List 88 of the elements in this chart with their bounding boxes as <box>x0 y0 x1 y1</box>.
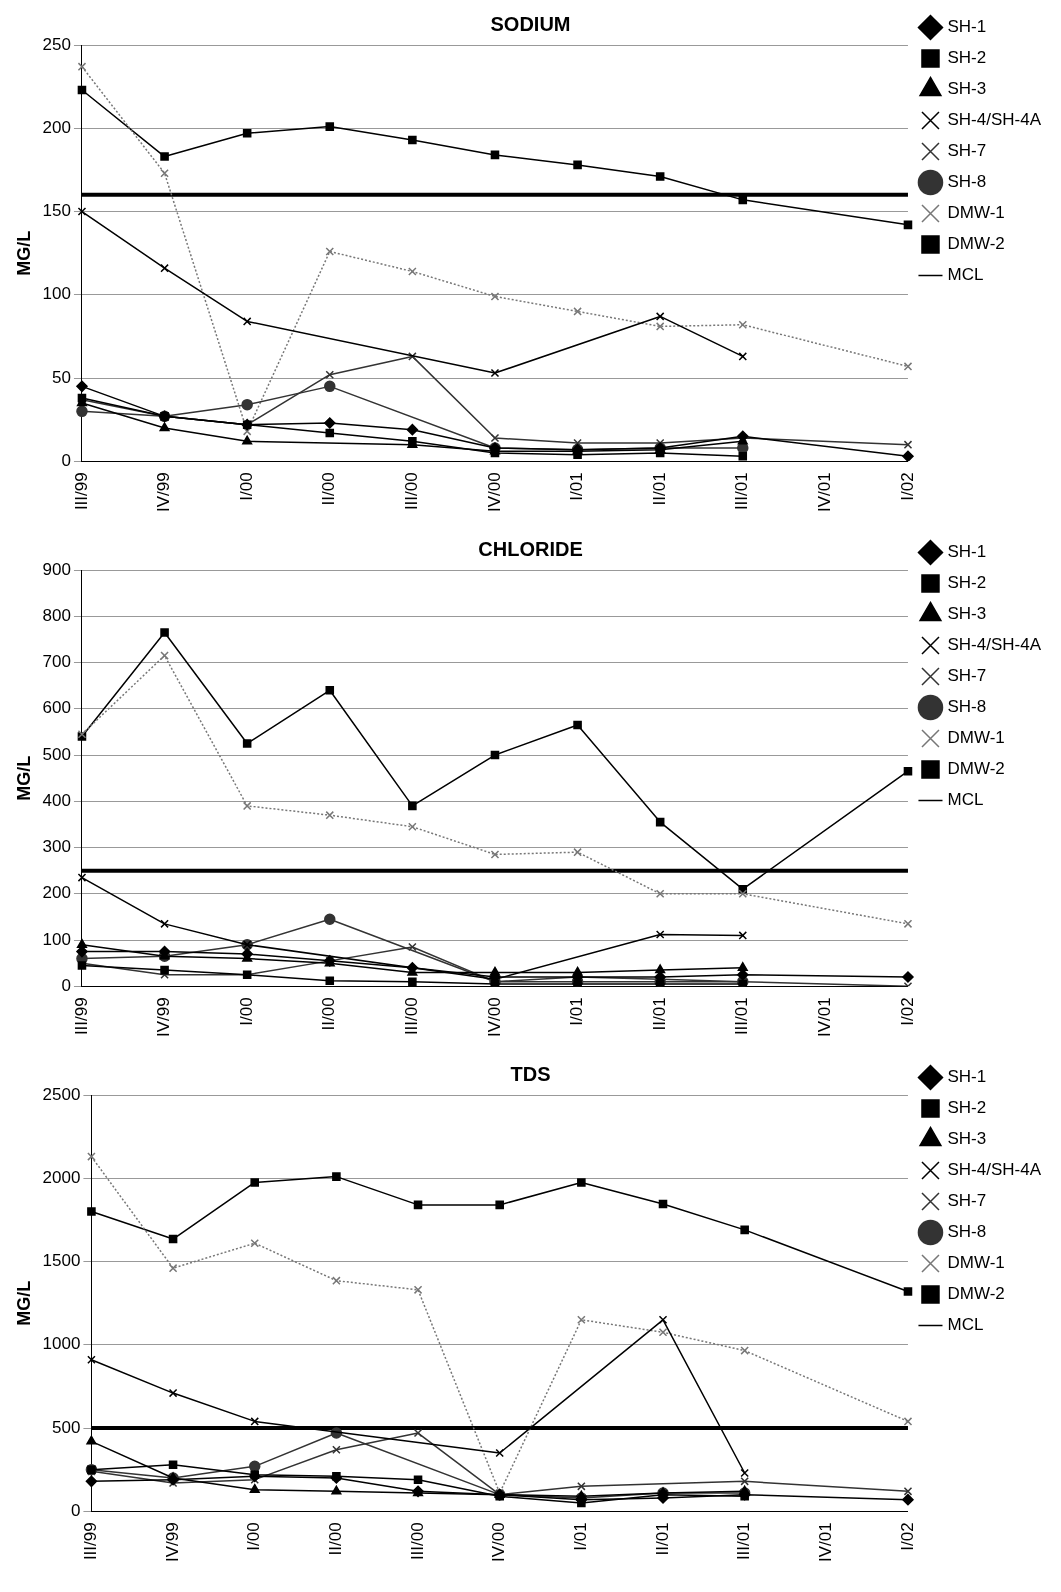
x-tick-label: I/00 <box>236 997 256 1026</box>
x-tick-label: I/02 <box>897 1522 917 1551</box>
legend-label: DMW-1 <box>947 728 1005 748</box>
y-tick-label: 0 <box>70 1500 81 1520</box>
legend-label: DMW-2 <box>947 1284 1005 1304</box>
legend-label: SH-7 <box>947 666 987 686</box>
y-tick-label: 800 <box>42 605 71 625</box>
legend-label: SH-1 <box>947 17 987 37</box>
legend-label: DMW-1 <box>947 1253 1005 1273</box>
legend-label: SH-4/SH-4A <box>947 110 1042 130</box>
legend-label: MCL <box>947 265 984 285</box>
legend-label: SH-2 <box>947 573 987 593</box>
x-tick-label: IV/01 <box>816 1522 836 1563</box>
x-tick-label: I/01 <box>567 472 587 501</box>
y-tick-label: 500 <box>42 744 71 764</box>
legend-label: SH-2 <box>947 1098 987 1118</box>
legend-label: SH-7 <box>947 1191 987 1211</box>
y-tick-label: 0 <box>61 450 71 470</box>
x-tick-label: I/00 <box>244 1522 264 1551</box>
x-tick-label: III/00 <box>407 1522 427 1561</box>
y-axis-title: MG/L <box>13 1280 34 1326</box>
legend-label: SH-3 <box>947 79 987 99</box>
x-tick-label: IV/99 <box>162 1522 182 1563</box>
x-tick-label: III/99 <box>81 1522 101 1561</box>
y-axis-title: MG/L <box>13 230 34 276</box>
legend-label: SH-8 <box>947 1222 987 1242</box>
y-axis-title: MG/L <box>13 755 34 801</box>
x-tick-label: I/01 <box>567 997 587 1026</box>
legend-label: SH-7 <box>947 141 987 161</box>
x-tick-label: III/00 <box>402 997 422 1036</box>
legend-label: MCL <box>947 1315 984 1335</box>
chart-title: SODIUM <box>490 12 571 35</box>
legend-label: SH-1 <box>947 1067 987 1087</box>
x-tick-label: IV/00 <box>489 1522 509 1563</box>
x-tick-label: III/99 <box>71 472 91 511</box>
y-tick-label: 400 <box>42 790 71 810</box>
legend-label: DMW-2 <box>947 234 1005 254</box>
legend-label: SH-2 <box>947 48 987 68</box>
x-tick-label: II/00 <box>319 997 339 1031</box>
legend-label: SH-8 <box>947 697 987 717</box>
x-tick-label: IV/01 <box>815 997 835 1038</box>
legend-label: DMW-1 <box>947 203 1005 223</box>
y-tick-label: 200 <box>42 883 71 903</box>
x-tick-label: II/01 <box>652 1522 672 1556</box>
y-tick-label: 100 <box>42 929 71 949</box>
legend-label: SH-8 <box>947 172 987 192</box>
x-tick-label: IV/00 <box>484 472 504 513</box>
x-tick-label: III/00 <box>402 472 422 511</box>
y-tick-label: 500 <box>52 1417 81 1437</box>
y-tick-label: 900 <box>42 559 71 579</box>
y-tick-label: 1000 <box>42 1334 81 1354</box>
x-tick-label: II/01 <box>649 472 669 506</box>
legend-label: SH-4/SH-4A <box>947 1160 1042 1180</box>
y-tick-label: 250 <box>42 34 71 54</box>
y-tick-label: 50 <box>52 367 71 387</box>
y-tick-label: 100 <box>42 284 71 304</box>
y-tick-label: 1500 <box>42 1251 81 1271</box>
x-tick-label: IV/01 <box>815 472 835 513</box>
x-tick-label: I/01 <box>571 1522 591 1551</box>
y-tick-label: 150 <box>42 201 71 221</box>
x-tick-label: II/00 <box>326 1522 346 1556</box>
x-tick-label: III/01 <box>732 472 752 511</box>
y-tick-label: 2000 <box>42 1167 81 1187</box>
x-tick-label: III/01 <box>732 997 752 1036</box>
chart-title: CHLORIDE <box>478 537 583 560</box>
chart-title: TDS <box>510 1062 551 1085</box>
x-tick-label: IV/99 <box>154 472 174 513</box>
y-tick-label: 200 <box>42 117 71 137</box>
y-tick-label: 2500 <box>42 1084 81 1104</box>
legend-label: DMW-2 <box>947 759 1005 779</box>
x-tick-label: IV/99 <box>154 997 174 1038</box>
y-tick-label: 0 <box>61 975 71 995</box>
legend-label: SH-1 <box>947 542 987 562</box>
x-tick-label: II/01 <box>649 997 669 1031</box>
legend-label: SH-3 <box>947 1129 987 1149</box>
x-tick-label: III/99 <box>71 997 91 1036</box>
x-tick-label: III/01 <box>734 1522 754 1561</box>
y-tick-label: 300 <box>42 837 71 857</box>
x-tick-label: IV/00 <box>484 997 504 1038</box>
x-tick-label: II/00 <box>319 472 339 506</box>
legend-label: MCL <box>947 790 984 810</box>
x-tick-label: I/02 <box>897 472 917 501</box>
y-tick-label: 600 <box>42 698 71 718</box>
x-tick-label: I/00 <box>236 472 256 501</box>
y-tick-label: 700 <box>42 652 71 672</box>
legend-label: SH-4/SH-4A <box>947 635 1042 655</box>
legend-label: SH-3 <box>947 604 987 624</box>
x-tick-label: I/02 <box>897 997 917 1026</box>
